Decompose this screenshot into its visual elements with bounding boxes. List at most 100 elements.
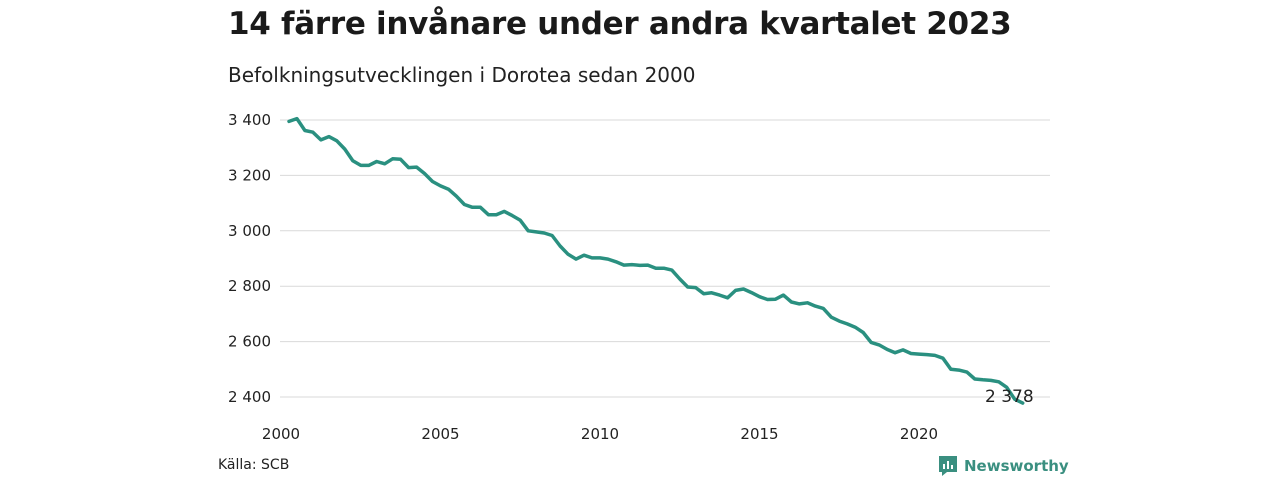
y-tick-label: 2 600 (228, 333, 271, 351)
data-point (567, 253, 569, 255)
data-point (455, 195, 457, 197)
data-point (830, 316, 832, 318)
data-point (416, 166, 418, 168)
data-point (511, 215, 513, 217)
data-point (878, 344, 880, 346)
end-value-label: 2 378 (985, 387, 1034, 407)
data-point (806, 302, 809, 304)
data-point (974, 378, 976, 380)
x-tick-label: 2005 (421, 425, 459, 443)
y-tick-label: 3 400 (228, 111, 271, 129)
y-tick-label: 3 000 (228, 222, 271, 240)
y-tick-label: 2 400 (228, 388, 271, 406)
chart-title: 14 färre invånare under andra kvartalet … (228, 6, 1012, 42)
data-point (439, 185, 442, 187)
data-point (384, 163, 386, 165)
data-point (647, 264, 649, 266)
y-axis-ticks: 2 400 2 600 2 800 3 000 3 200 3 400 (228, 111, 271, 406)
data-point (822, 307, 824, 309)
data-point (886, 348, 888, 350)
brand-logo: Newsworthy (938, 455, 1069, 477)
data-point (1014, 398, 1016, 400)
data-point (336, 140, 338, 142)
data-point (990, 379, 992, 381)
data-point (535, 231, 537, 233)
data-point (870, 341, 872, 343)
gridlines (280, 119, 1050, 398)
data-point (679, 278, 681, 280)
data-point (495, 214, 497, 216)
data-point (655, 267, 657, 269)
data-point (471, 206, 473, 208)
data-point (695, 287, 697, 289)
data-point (352, 160, 354, 162)
data-point (727, 297, 729, 299)
data-point (774, 298, 777, 300)
data-point (591, 257, 593, 259)
data-labels: 2 378 (985, 387, 1034, 407)
x-tick-label: 2020 (900, 425, 938, 443)
data-point (814, 305, 816, 307)
data-point (304, 129, 306, 132)
data-point (998, 381, 1000, 383)
newsworthy-icon (939, 456, 957, 476)
data-point (320, 139, 322, 141)
data-point (400, 158, 402, 160)
chart-subtitle: Befolkningsutvecklingen i Dorotea sedan … (228, 63, 696, 87)
data-point (344, 148, 346, 150)
series-line (287, 116, 1025, 405)
data-point (639, 264, 641, 266)
y-tick-label: 3 200 (228, 166, 271, 184)
data-point (846, 323, 848, 325)
data-point (735, 289, 737, 291)
data-point (312, 131, 314, 133)
data-point (575, 258, 577, 260)
source-note: Källa: SCB (218, 457, 290, 473)
data-point (376, 160, 378, 163)
data-point (623, 264, 625, 266)
data-point (687, 286, 689, 288)
data-point (750, 292, 753, 294)
data-point (559, 245, 561, 247)
data-point (519, 219, 521, 221)
x-axis-ticks: 2000 2005 2010 2015 2020 (262, 425, 938, 443)
data-point (392, 158, 394, 160)
data-point (423, 172, 426, 175)
data-point (479, 206, 481, 208)
data-point (918, 353, 920, 355)
data-point (798, 303, 801, 305)
data-point (463, 203, 465, 206)
x-tick-label: 2000 (262, 425, 300, 443)
data-point (671, 269, 673, 271)
data-point (551, 234, 553, 237)
data-point (527, 230, 529, 232)
data-point (288, 120, 290, 122)
data-point (950, 368, 952, 370)
data-point (910, 352, 912, 355)
x-tick-label: 2015 (740, 425, 778, 443)
data-point (966, 371, 968, 373)
data-point (982, 379, 984, 381)
data-point (1006, 386, 1008, 388)
data-point (408, 167, 410, 169)
data-point (583, 254, 585, 256)
data-point (328, 136, 330, 138)
data-point (942, 357, 944, 359)
data-point (447, 188, 450, 190)
data-point (703, 293, 705, 295)
brand-name: Newsworthy (964, 457, 1069, 475)
data-point (503, 210, 505, 212)
data-point (631, 264, 633, 266)
x-tick-label: 2010 (581, 425, 619, 443)
data-point (368, 164, 370, 166)
data-point (862, 331, 864, 334)
data-point (431, 180, 434, 183)
data-point (742, 288, 745, 290)
data-point (615, 261, 617, 263)
data-point (599, 257, 601, 259)
data-point (854, 326, 856, 328)
data-point (894, 352, 896, 354)
data-point (543, 232, 545, 234)
data-point (663, 267, 665, 269)
